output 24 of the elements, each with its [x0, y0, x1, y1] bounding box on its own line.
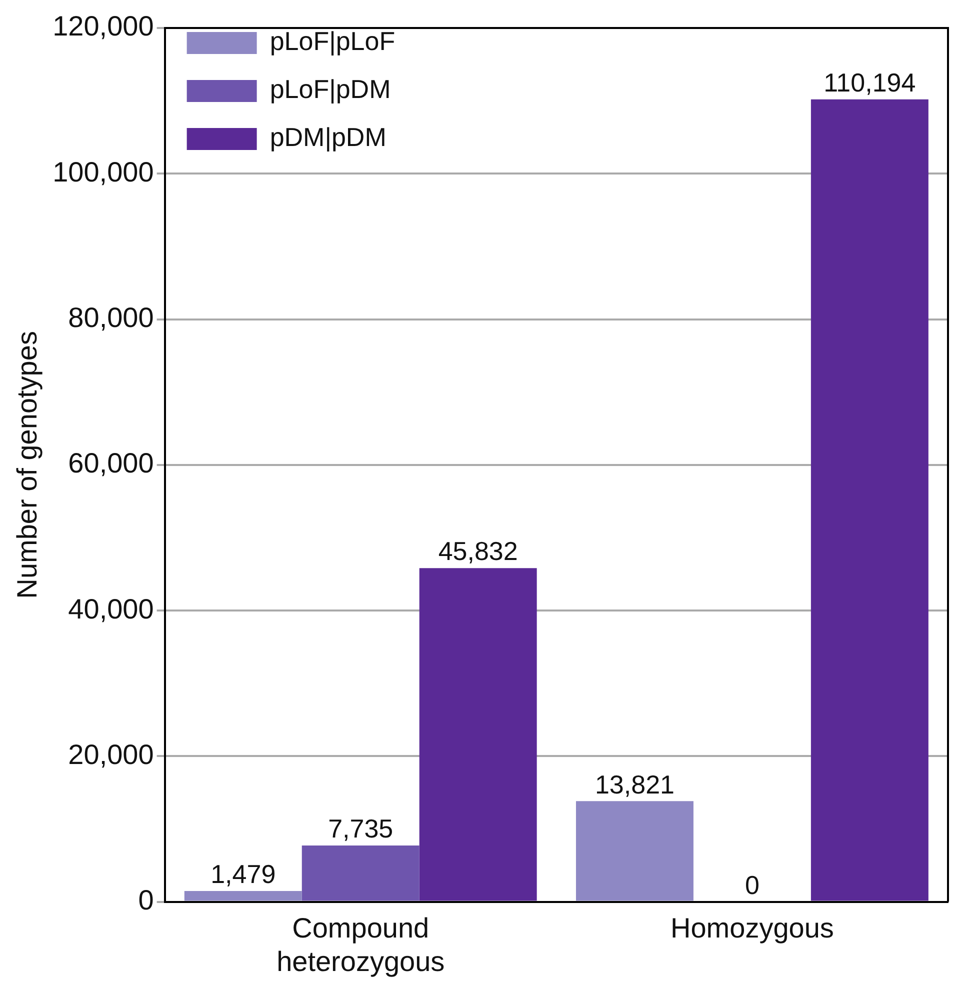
data-label: 1,479: [210, 859, 276, 890]
bar: [576, 801, 694, 901]
bar: [302, 845, 420, 901]
legend-label: pLoF|pLoF: [270, 26, 396, 56]
x-tick-label: Homozygous: [670, 912, 834, 944]
y-tick-label: 80,000: [68, 302, 154, 333]
y-tick-label: 100,000: [52, 156, 154, 188]
y-tick-label: 120,000: [52, 10, 154, 42]
data-label: 110,194: [824, 68, 916, 98]
bar: [419, 568, 537, 901]
data-label: 13,821: [594, 769, 674, 800]
bar: [810, 99, 928, 901]
y-axis-title: Number of genotypes: [12, 331, 43, 599]
legend-label: pDM|pDM: [270, 122, 386, 152]
y-tick-label: 60,000: [68, 448, 154, 479]
bar: [184, 891, 302, 901]
y-tick-label: 20,000: [68, 738, 154, 770]
x-tick-label: Compound heterozygous: [276, 912, 445, 977]
data-label: 45,832: [438, 536, 518, 566]
data-label: 0: [744, 870, 760, 900]
y-tick-label: 40,000: [68, 593, 154, 624]
data-label: 7,735: [328, 814, 394, 844]
legend-label: pLoF|pDM: [270, 74, 391, 104]
y-tick-label: 0: [138, 884, 154, 916]
